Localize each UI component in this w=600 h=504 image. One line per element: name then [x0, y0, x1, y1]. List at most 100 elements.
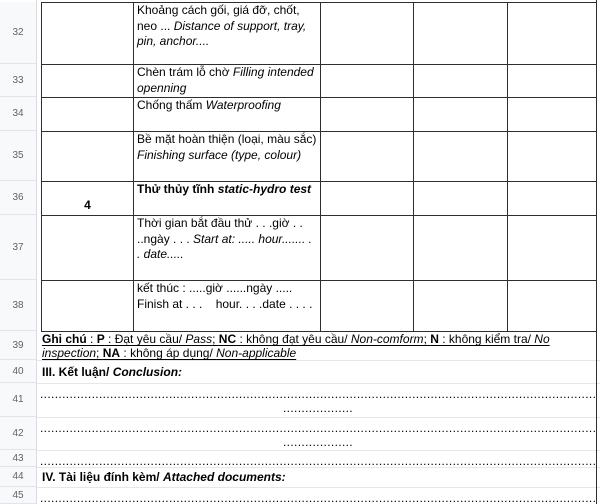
table-row-36: 4 Thử thủy tĩnh static-hydro test — [42, 182, 597, 216]
cell-description[interactable]: Bề mặt hoàn thiện (loại, màu sắc) Finish… — [134, 132, 321, 182]
cell-result-1[interactable] — [321, 3, 414, 65]
note-segment: : không đạt yêu cầu/ — [236, 332, 351, 346]
note-segment: Non-applicable — [216, 346, 297, 360]
cell-result-3[interactable] — [508, 98, 597, 132]
cell-result-3[interactable] — [508, 182, 597, 216]
cell-result-1[interactable] — [321, 65, 414, 98]
note-segment: P — [96, 332, 105, 346]
cell-item-number[interactable] — [42, 132, 134, 182]
attached-heading-en: Attached documents: — [162, 470, 286, 484]
note-segment: Pass — [185, 332, 213, 346]
table-row-34: Chống thấm Waterproofing — [42, 98, 597, 132]
grid-line — [37, 487, 600, 488]
legend-note[interactable]: Ghi chú : P : Đạt yêu cầu/ Pass; NC : kh… — [42, 332, 594, 360]
note-segment: ; — [423, 332, 431, 346]
attached-heading-vi: IV. Tài liệu đính kèm/ — [42, 470, 163, 484]
row-header-33[interactable]: 33 — [0, 64, 36, 97]
row-header-43[interactable]: 43 — [0, 450, 36, 467]
table-row-33: Chèn trám lỗ chờ Filling intended openni… — [42, 65, 597, 98]
row-header-37[interactable]: 37 — [0, 215, 36, 280]
description-vi: Chèn trám lỗ chờ — [137, 65, 230, 79]
row-header-44[interactable]: 44 — [0, 467, 36, 487]
dotted-line-short: ................... — [283, 401, 353, 415]
grid-line — [37, 467, 600, 468]
cell-description[interactable]: Chèn trám lỗ chờ Filling intended openni… — [134, 65, 321, 98]
row-header-36[interactable]: 36 — [0, 181, 36, 215]
row-header-41[interactable]: 41 — [0, 383, 36, 417]
description-vi: Chống thấm — [137, 98, 203, 112]
cell-result-2[interactable] — [414, 182, 508, 216]
note-segment: N — [430, 332, 439, 346]
cell-description[interactable]: Thời gian bắt đầu thử . . .giờ . . ..ngà… — [134, 216, 321, 281]
cell-result-1[interactable] — [321, 182, 414, 216]
note-segment: Ghi chú — [42, 332, 87, 346]
grid-line — [37, 450, 600, 451]
inspection-checklist-table: Khoảng cách gối, giá đỡ, chốt, neo ... D… — [41, 2, 597, 332]
dotted-line-short: ................... — [283, 435, 353, 449]
cell-result-3[interactable] — [508, 132, 597, 182]
grid-line — [37, 383, 600, 384]
note-segment: : Đạt yêu cầu/ — [104, 332, 186, 346]
dotted-line[interactable]: ........................................… — [40, 421, 597, 435]
cell-result-3[interactable] — [508, 216, 597, 281]
note-segment: No inspection — [42, 332, 550, 360]
note-segment: NA — [102, 346, 121, 360]
row-header-35[interactable]: 35 — [0, 131, 36, 181]
cell-item-number[interactable] — [42, 281, 134, 332]
description-en: Distance of support, tray, pin, anchor..… — [137, 18, 307, 49]
note-segment: NC — [218, 332, 237, 346]
description-en: Filling intended openning — [137, 65, 314, 95]
note-segment: : — [86, 332, 97, 346]
description-en: Finish at . . . hour. . . .date . . . . — [137, 296, 313, 311]
row-header-34[interactable]: 34 — [0, 97, 36, 131]
row-header-38[interactable]: 38 — [0, 280, 36, 331]
cell-description[interactable]: Khoảng cách gối, giá đỡ, chốt, neo ... D… — [134, 3, 321, 65]
cell-description[interactable]: kết thúc : .....giờ ......ngày ..... Fin… — [134, 281, 321, 332]
cell-result-2[interactable] — [414, 65, 508, 98]
dotted-line[interactable]: ........................................… — [40, 491, 597, 504]
cell-result-2[interactable] — [414, 216, 508, 281]
cell-result-3[interactable] — [508, 281, 597, 332]
table-row-37: Thời gian bắt đầu thử . . .giờ . . ..ngà… — [42, 216, 597, 281]
note-segment: : không kiểm tra/ — [438, 332, 535, 346]
description-vi: Khoảng cách gối, giá đỡ, chốt, neo ... — [137, 3, 300, 33]
cell-result-2[interactable] — [414, 98, 508, 132]
cell-result-1[interactable] — [321, 132, 414, 182]
cell-result-1[interactable] — [321, 98, 414, 132]
description-vi: Thử thủy tĩnh — [137, 182, 215, 196]
cell-item-number[interactable] — [42, 3, 134, 65]
description-en: Start at: ..... hour....... . . date....… — [137, 231, 312, 262]
attached-documents-heading[interactable]: IV. Tài liệu đính kèm/ Attached document… — [42, 470, 594, 485]
row-header-39[interactable]: 39 — [0, 331, 36, 360]
cell-item-number[interactable] — [42, 65, 134, 98]
cell-result-2[interactable] — [414, 281, 508, 332]
cell-item-number[interactable] — [42, 98, 134, 132]
table-row-35: Bề mặt hoàn thiện (loại, màu sắc) Finish… — [42, 132, 597, 182]
dotted-line[interactable]: ........................................… — [40, 387, 597, 401]
page-right-border — [595, 0, 597, 504]
conclusion-heading[interactable]: III. Kết luận/ Conclusion: — [42, 365, 594, 380]
cell-result-2[interactable] — [414, 3, 508, 65]
table-row-32: Khoảng cách gối, giá đỡ, chốt, neo ... D… — [42, 3, 597, 65]
cell-result-2[interactable] — [414, 132, 508, 182]
row-header-42[interactable]: 42 — [0, 417, 36, 450]
row-header-45[interactable]: 45 — [0, 487, 36, 504]
cell-description[interactable]: Chống thấm Waterproofing — [134, 98, 321, 132]
dotted-line[interactable]: ........................................… — [40, 454, 597, 468]
row-header-32[interactable]: 32 — [0, 2, 36, 64]
row-header-40[interactable]: 40 — [0, 360, 36, 383]
description-vi: Bề mặt hoàn thiện (loại, màu sắc) — [137, 132, 317, 146]
cell-result-3[interactable] — [508, 3, 597, 65]
cell-description[interactable]: Thử thủy tĩnh static-hydro test — [134, 182, 321, 216]
cell-item-number[interactable]: 4 — [42, 182, 134, 216]
row-header-divider — [36, 0, 37, 504]
cell-result-3[interactable] — [508, 65, 597, 98]
cell-item-number[interactable] — [42, 216, 134, 281]
cell-result-1[interactable] — [321, 281, 414, 332]
note-segment: : không áp dụng/ — [120, 346, 217, 360]
note-segment: ; — [212, 332, 219, 346]
description-en: Finishing surface (type, colour) — [137, 147, 302, 162]
grid-line — [37, 417, 600, 418]
cell-result-1[interactable] — [321, 216, 414, 281]
